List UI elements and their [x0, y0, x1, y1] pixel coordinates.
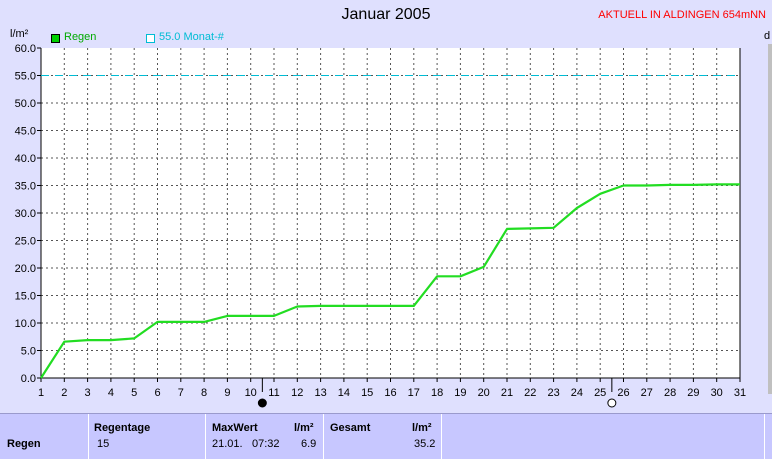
x-tick-label: 31	[734, 387, 746, 399]
legend-reference-swatch	[146, 34, 155, 43]
gesamt-unit: l/m²	[412, 422, 432, 434]
y-tick-label: 20.0	[15, 263, 36, 275]
x-tick-label: 29	[687, 387, 699, 399]
summary-panel: Regen Regentage 15 MaxWert l/m² 21.01. 0…	[0, 413, 772, 459]
legend-reference-label: 55.0 Monat-#	[159, 31, 224, 43]
regentage-value: 15	[97, 438, 110, 450]
x-tick-label: 9	[224, 387, 230, 399]
x-tick-label: 13	[314, 387, 326, 399]
x-tick-label: 10	[245, 387, 257, 399]
x-tick-label: 11	[268, 387, 279, 399]
right-scroll-strip	[768, 44, 772, 394]
x-tick-label: 26	[617, 387, 629, 399]
rain-chart: 0.0 5.0 10.0 15.0 20.0 25.0 30.0 35.0 40.0 45.0 50…	[15, 43, 746, 408]
y-tick-label: 35.0	[15, 181, 36, 193]
x-tick-labels: 1 2 3 4 5 6 7 8 9 10 11 12 13 14 15 16 17 18 19 20 21 22 23 24 2…	[38, 387, 746, 399]
maxwert-date: 21.01.	[212, 438, 243, 450]
x-tick-label: 21	[501, 387, 513, 399]
maxwert-value: 6.9	[301, 438, 317, 450]
legend-rain-swatch	[51, 34, 60, 43]
series-group	[40, 183, 740, 379]
moon-phase-markers	[257, 378, 617, 408]
maxwert-time: 07:32	[252, 438, 280, 450]
summary-row-label: Regen	[7, 438, 41, 450]
x-tick-label: 20	[478, 387, 490, 399]
axes	[37, 47, 741, 382]
x-tick-label: 18	[431, 387, 443, 399]
series-line-regen	[40, 183, 740, 379]
y-tick-label: 10.0	[15, 318, 36, 330]
right-axis-unit: d	[764, 30, 771, 42]
x-tick-label: 3	[85, 387, 91, 399]
y-axis-unit: l/m²	[10, 28, 29, 40]
regentage-header: Regentage	[94, 422, 151, 434]
x-tick-label: 12	[291, 387, 303, 399]
y-tick-label: 30.0	[15, 208, 36, 220]
x-tick-label: 2	[61, 387, 67, 399]
y-tick-label: 50.0	[15, 98, 36, 110]
new-moon-icon	[607, 398, 617, 408]
station-label: AKTUELL IN ALDINGEN 654mNN	[598, 9, 766, 21]
x-tick-label: 25	[594, 387, 606, 399]
y-tick-label: 45.0	[15, 126, 36, 138]
gesamt-value: 35.2	[414, 438, 436, 450]
y-tick-label: 25.0	[15, 236, 36, 248]
summary-separator	[764, 414, 765, 459]
x-tick-label: 16	[384, 387, 396, 399]
summary-separator	[205, 414, 206, 459]
legend-rain-label: Regen	[64, 31, 97, 43]
x-tick-label: 14	[338, 387, 350, 399]
x-tick-label: 1	[38, 387, 44, 399]
x-tick-label: 19	[454, 387, 466, 399]
x-tick-label: 27	[641, 387, 653, 399]
summary-separator	[88, 414, 89, 459]
x-tick-label: 8	[201, 387, 207, 399]
y-tick-label: 5.0	[21, 346, 36, 358]
summary-separator	[441, 414, 442, 459]
gesamt-header: Gesamt	[330, 422, 371, 434]
x-tick-label: 30	[711, 387, 723, 399]
x-tick-label: 23	[547, 387, 559, 399]
maxwert-header: MaxWert	[212, 422, 258, 434]
x-tick-label: 15	[361, 387, 373, 399]
x-tick-label: 17	[408, 387, 420, 399]
maxwert-unit: l/m²	[294, 422, 314, 434]
x-tick-label: 6	[154, 387, 160, 399]
y-tick-label: 0.0	[21, 373, 36, 385]
y-tick-label: 55.0	[15, 71, 36, 83]
summary-separator	[323, 414, 324, 459]
x-tick-label: 7	[178, 387, 184, 399]
chart-title: Januar 2005	[341, 6, 431, 23]
x-tick-label: 22	[524, 387, 536, 399]
x-tick-label: 5	[131, 387, 137, 399]
x-tick-label: 24	[571, 387, 583, 399]
x-tick-label: 4	[108, 387, 114, 399]
y-tick-label: 15.0	[15, 291, 36, 303]
y-tick-label: 40.0	[15, 153, 36, 165]
y-tick-labels: 0.0 5.0 10.0 15.0 20.0 25.0 30.0 35.0 40.0 45.0 50…	[15, 43, 36, 385]
y-tick-label: 60.0	[15, 43, 36, 55]
x-tick-label: 28	[664, 387, 676, 399]
full-moon-icon	[257, 398, 267, 408]
